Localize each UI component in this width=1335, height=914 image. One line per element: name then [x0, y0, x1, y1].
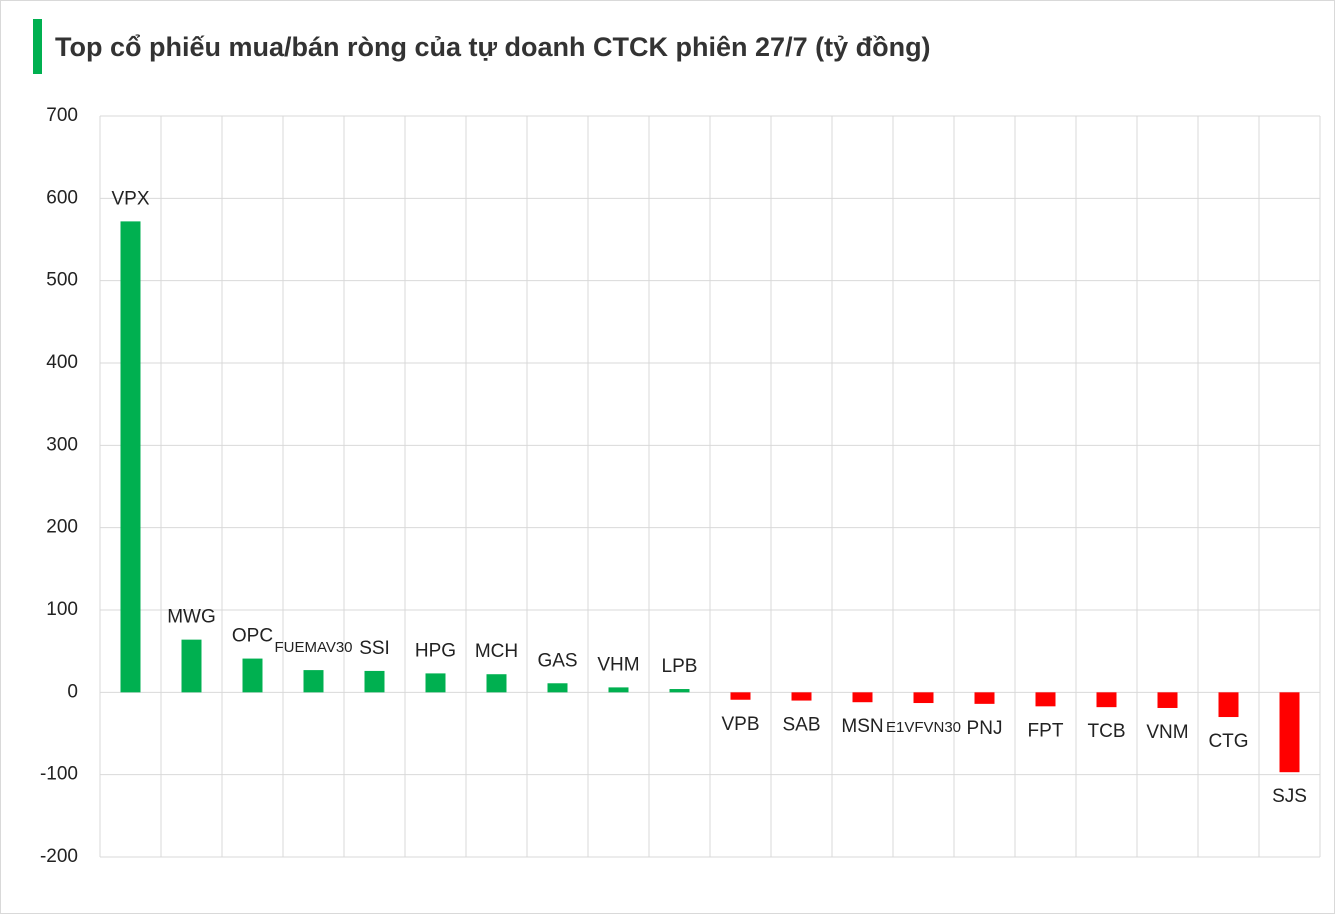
category-label: CTG — [1208, 731, 1248, 752]
bar — [1096, 692, 1117, 708]
category-label: VHM — [597, 654, 639, 675]
y-tick-label: 200 — [46, 517, 78, 538]
category-label: TCB — [1088, 721, 1126, 742]
category-label: MWG — [167, 607, 216, 628]
y-tick-label: 300 — [46, 434, 78, 455]
category-label: SAB — [782, 715, 820, 736]
category-label: VPB — [721, 714, 759, 735]
category-label: PNJ — [967, 718, 1003, 739]
y-tick-label: 600 — [46, 187, 78, 208]
bar — [913, 692, 934, 704]
bar — [852, 692, 873, 703]
bar — [303, 670, 324, 693]
category-label: MSN — [841, 716, 883, 737]
category-label: SSI — [359, 638, 390, 659]
bar — [364, 670, 385, 693]
chart-title: Top cổ phiếu mua/bán ròng của tự doanh C… — [55, 32, 931, 62]
bar — [425, 673, 446, 693]
bar — [1157, 692, 1178, 708]
bar — [1035, 692, 1056, 707]
bar — [608, 687, 629, 693]
y-tick-label: 0 — [67, 681, 78, 702]
y-tick-label: 500 — [46, 270, 78, 291]
bar — [1218, 692, 1239, 718]
bar — [486, 674, 507, 693]
category-label: E1VFVN30 — [886, 719, 961, 736]
bar — [669, 689, 690, 693]
y-tick-label: 700 — [46, 105, 78, 126]
bar — [730, 692, 751, 700]
bar — [181, 639, 202, 693]
category-label: LPB — [662, 656, 698, 677]
bar — [120, 221, 141, 693]
category-label: FUEMAV30 — [274, 639, 352, 656]
category-label: OPC — [232, 626, 273, 647]
bar — [547, 683, 568, 693]
category-label: MCH — [475, 641, 518, 662]
category-label: FPT — [1028, 720, 1064, 741]
category-label: VNM — [1146, 722, 1188, 743]
y-tick-label: 100 — [46, 599, 78, 620]
bar — [791, 692, 812, 701]
title-accent — [33, 19, 42, 74]
y-tick-label: -200 — [40, 846, 78, 867]
category-label: SJS — [1272, 786, 1307, 807]
bar — [1279, 692, 1300, 773]
category-label: HPG — [415, 640, 456, 661]
bar — [242, 658, 263, 693]
category-label: VPX — [111, 188, 149, 209]
category-label: GAS — [537, 650, 577, 671]
bar — [974, 692, 995, 704]
y-tick-label: -100 — [40, 764, 78, 785]
y-tick-label: 400 — [46, 352, 78, 373]
